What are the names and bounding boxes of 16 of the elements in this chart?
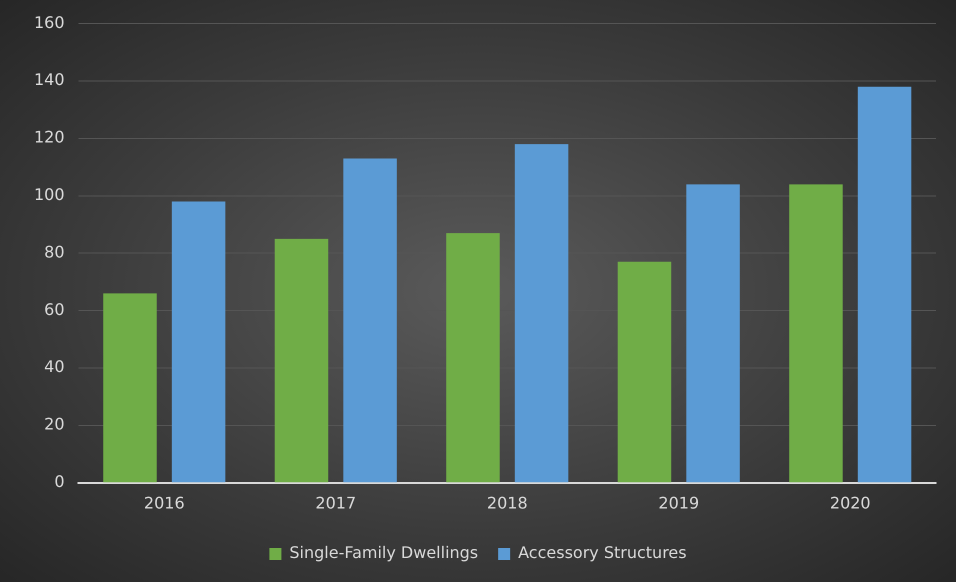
y-tick-label: 0 xyxy=(54,472,65,491)
legend-label: Single-Family Dwellings xyxy=(289,543,478,562)
y-tick-label: 140 xyxy=(34,70,65,90)
x-tick-label: 2018 xyxy=(486,494,528,513)
y-tick-label: 120 xyxy=(34,128,65,147)
x-tick-label: 2019 xyxy=(658,494,700,513)
y-tick-label: 20 xyxy=(44,414,65,434)
y-tick-label: 100 xyxy=(34,184,65,204)
x-tick-label: 2017 xyxy=(315,494,356,513)
legend-label: Accessory Structures xyxy=(518,543,687,562)
y-tick-label: 80 xyxy=(44,242,65,262)
y-tick-label: 160 xyxy=(34,12,65,32)
y-tick-label: 60 xyxy=(44,300,65,319)
x-tick-label: 2016 xyxy=(144,494,185,513)
x-tick-label: 2020 xyxy=(830,494,871,513)
y-tick-label: 40 xyxy=(44,357,65,376)
